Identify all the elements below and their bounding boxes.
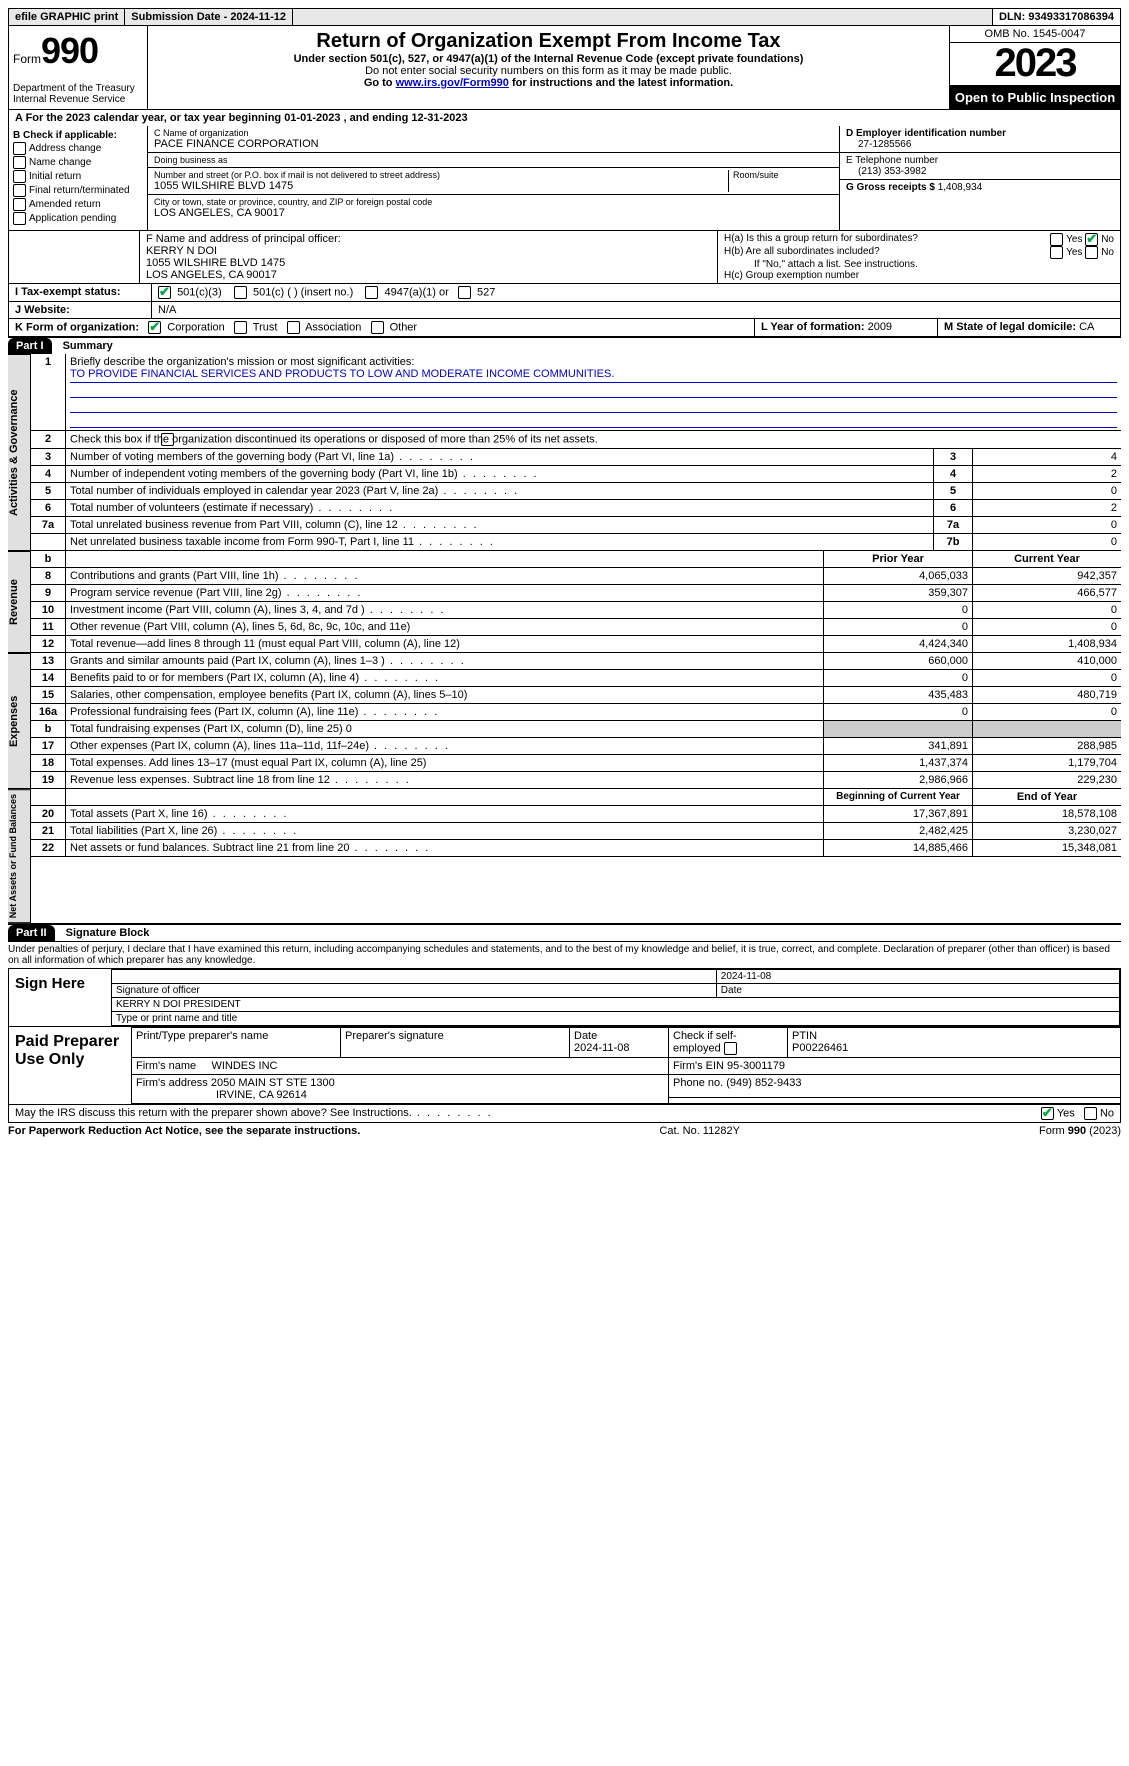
box-b: B Check if applicable: Address change Na… <box>9 126 148 230</box>
form-ref: Form 990 (2023) <box>1039 1125 1121 1137</box>
gov-row: 5Total number of individuals employed in… <box>31 483 1121 500</box>
exp-row: 15Salaries, other compensation, employee… <box>31 687 1121 704</box>
group-netassets: Net Assets or Fund Balances Beginning of… <box>8 789 1121 925</box>
row-k-l-m: K Form of organization: Corporation Trus… <box>8 319 1121 338</box>
submission-date: Submission Date - 2024-11-12 <box>125 9 293 25</box>
gov-row: 4Number of independent voting members of… <box>31 466 1121 483</box>
discuss-row: May the IRS discuss this return with the… <box>8 1105 1121 1123</box>
part-ii-header: Part II Signature Block <box>8 925 1121 941</box>
section-f-h: F Name and address of principal officer:… <box>8 231 1121 284</box>
rev-row: 12Total revenue—add lines 8 through 11 (… <box>31 636 1121 653</box>
gov-row: 6Total number of volunteers (estimate if… <box>31 500 1121 517</box>
row-j: J Website: N/A <box>8 302 1121 319</box>
vlabel-revenue: Revenue <box>8 551 31 653</box>
dept-treasury: Department of the Treasury Internal Reve… <box>13 83 143 105</box>
form-subtitle: Under section 501(c), 527, or 4947(a)(1)… <box>156 53 941 65</box>
gov-row: 7aTotal unrelated business revenue from … <box>31 517 1121 534</box>
footer: For Paperwork Reduction Act Notice, see … <box>8 1123 1121 1139</box>
dln: DLN: 93493317086394 <box>992 9 1120 25</box>
sign-here: Sign Here 2024-11-08 Signature of office… <box>8 968 1121 1027</box>
paid-preparer: Paid Preparer Use Only Print/Type prepar… <box>8 1027 1121 1105</box>
exp-row: 14Benefits paid to or for members (Part … <box>31 670 1121 687</box>
rev-row: 11Other revenue (Part VIII, column (A), … <box>31 619 1121 636</box>
vlabel-governance: Activities & Governance <box>8 354 31 551</box>
open-inspection: Open to Public Inspection <box>950 86 1120 109</box>
box-d-e-g: D Employer identification number27-12855… <box>839 126 1120 230</box>
tax-year-line: A For the 2023 calendar year, or tax yea… <box>8 110 1121 126</box>
rev-row: 9Program service revenue (Part VIII, lin… <box>31 585 1121 602</box>
form-number: Form990 <box>13 30 143 72</box>
tax-year: 2023 <box>950 43 1120 86</box>
net-row: 21Total liabilities (Part X, line 26)2,4… <box>31 823 1121 840</box>
box-h: H(a) Is this a group return for subordin… <box>718 231 1120 283</box>
exp-row: bTotal fundraising expenses (Part IX, co… <box>31 721 1121 738</box>
box-c: C Name of organizationPACE FINANCE CORPO… <box>148 126 839 230</box>
part-i-header: Part I Summary <box>8 338 1121 354</box>
gov-row: 3Number of voting members of the governi… <box>31 449 1121 466</box>
goto-line: Go to www.irs.gov/Form990 for instructio… <box>156 77 941 89</box>
form-header: Form990 Department of the Treasury Inter… <box>8 26 1121 110</box>
group-revenue: Revenue bPrior YearCurrent Year 8Contrib… <box>8 551 1121 653</box>
irs-link[interactable]: www.irs.gov/Form990 <box>396 77 509 89</box>
exp-row: 19Revenue less expenses. Subtract line 1… <box>31 772 1121 789</box>
net-row: 22Net assets or fund balances. Subtract … <box>31 840 1121 857</box>
rev-row: 8Contributions and grants (Part VIII, li… <box>31 568 1121 585</box>
paperwork-notice: For Paperwork Reduction Act Notice, see … <box>8 1125 360 1137</box>
ssn-note: Do not enter social security numbers on … <box>156 65 941 77</box>
gov-row: Net unrelated business taxable income fr… <box>31 534 1121 551</box>
section-a: B Check if applicable: Address change Na… <box>8 126 1121 231</box>
exp-row: 13Grants and similar amounts paid (Part … <box>31 653 1121 670</box>
vlabel-netassets: Net Assets or Fund Balances <box>8 789 31 923</box>
box-f-label: F Name and address of principal officer: <box>146 233 711 245</box>
efile-label[interactable]: efile GRAPHIC print <box>9 9 125 25</box>
mission-text: TO PROVIDE FINANCIAL SERVICES AND PRODUC… <box>70 368 1117 383</box>
form-title: Return of Organization Exempt From Incom… <box>156 30 941 53</box>
exp-row: 17Other expenses (Part IX, column (A), l… <box>31 738 1121 755</box>
net-row: 20Total assets (Part X, line 16)17,367,8… <box>31 806 1121 823</box>
group-governance: Activities & Governance 1 Briefly descri… <box>8 354 1121 551</box>
exp-row: 18Total expenses. Add lines 13–17 (must … <box>31 755 1121 772</box>
row-i: I Tax-exempt status: 501(c)(3) 501(c) ( … <box>8 284 1121 302</box>
vlabel-expenses: Expenses <box>8 653 31 789</box>
topbar: efile GRAPHIC print Submission Date - 20… <box>8 8 1121 26</box>
rev-row: 10Investment income (Part VIII, column (… <box>31 602 1121 619</box>
exp-row: 16aProfessional fundraising fees (Part I… <box>31 704 1121 721</box>
group-expenses: Expenses 13Grants and similar amounts pa… <box>8 653 1121 789</box>
penalty-text: Under penalties of perjury, I declare th… <box>8 941 1121 968</box>
cat-no: Cat. No. 11282Y <box>659 1125 740 1137</box>
